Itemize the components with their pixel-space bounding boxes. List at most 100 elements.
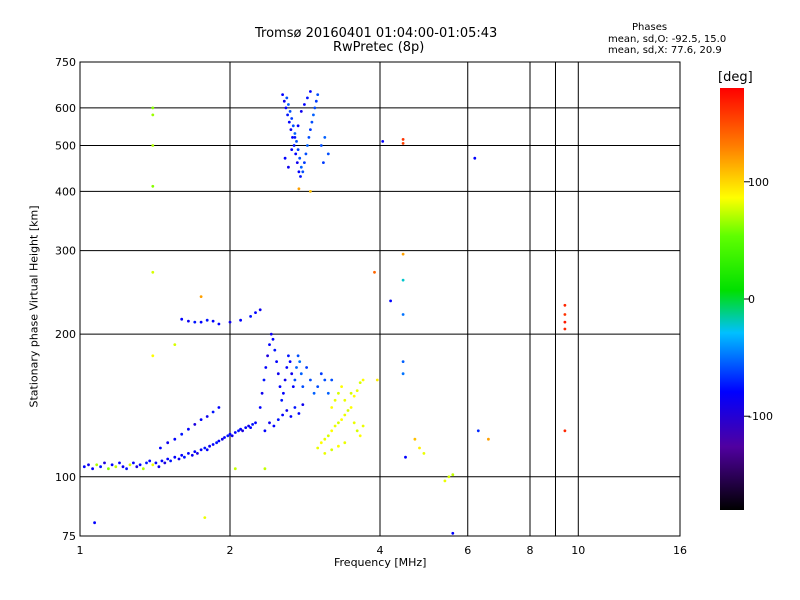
data-point (271, 337, 275, 341)
data-point (286, 113, 289, 117)
data-point (297, 412, 301, 415)
data-point (401, 252, 405, 256)
data-point (220, 437, 224, 441)
data-point (283, 156, 287, 160)
data-point (333, 424, 337, 428)
data-point (330, 448, 334, 452)
data-point (298, 156, 302, 160)
data-point (249, 426, 253, 429)
data-point (95, 463, 99, 467)
data-point (292, 144, 296, 147)
data-point (352, 394, 356, 398)
data-point (203, 446, 207, 450)
data-point (358, 434, 362, 438)
data-point (287, 120, 291, 124)
data-point (401, 142, 405, 145)
data-point (272, 424, 276, 428)
data-point (217, 439, 221, 443)
data-point (237, 429, 240, 433)
data-point (263, 429, 267, 433)
data-point (312, 391, 316, 395)
data-point (193, 450, 197, 453)
data-point (563, 313, 567, 316)
data-point (294, 152, 298, 156)
plot-frame (79, 61, 681, 537)
data-point (563, 327, 567, 331)
data-point (401, 372, 405, 376)
data-point (316, 93, 320, 96)
data-point (258, 406, 262, 409)
data-point (205, 415, 209, 418)
data-point (247, 424, 251, 428)
data-point (290, 117, 294, 120)
data-point (299, 372, 303, 376)
y-tick-label: 500 (55, 139, 76, 152)
data-point (323, 378, 327, 382)
data-point (330, 429, 334, 433)
data-point (180, 432, 184, 436)
data-point (293, 132, 297, 135)
colorbar (720, 88, 744, 510)
data-point (278, 385, 282, 388)
data-point (309, 90, 312, 93)
data-point (128, 463, 132, 467)
data-point (239, 427, 243, 431)
stats-x: mean, sd,X: 77.6, 20.9 (608, 45, 722, 56)
data-point (326, 391, 330, 395)
data-point (422, 452, 426, 455)
data-point (138, 463, 142, 467)
data-point (199, 295, 203, 298)
data-point (193, 320, 197, 324)
data-point (343, 413, 347, 417)
data-point (352, 421, 356, 425)
data-point (401, 360, 405, 363)
data-point (151, 106, 155, 110)
data-point (217, 406, 221, 409)
data-point (187, 452, 190, 455)
x-axis-label: Frequency [MHz] (334, 556, 427, 569)
data-point (349, 406, 353, 409)
x-tick-label: 10 (571, 544, 585, 557)
data-point (114, 465, 118, 469)
data-point (285, 96, 289, 100)
data-point (563, 303, 567, 307)
data-point (295, 161, 299, 165)
data-point (211, 410, 215, 414)
data-point (287, 165, 290, 169)
colorbar-tick-label: 100 (748, 176, 769, 189)
data-point (233, 467, 237, 471)
data-point (285, 366, 289, 369)
data-point (288, 110, 292, 113)
data-point (254, 311, 257, 314)
x-tick-label: 4 (377, 544, 384, 557)
data-point (107, 467, 110, 471)
y-tick-label: 75 (62, 530, 76, 543)
data-point (276, 372, 280, 376)
data-point (297, 170, 301, 174)
data-point (340, 385, 343, 388)
data-point (389, 299, 392, 303)
data-point (169, 459, 173, 463)
data-point (217, 322, 221, 326)
data-point (401, 313, 405, 316)
data-point (296, 124, 300, 128)
y-axis-ticks: 75 100 200 300 400 500 600 750 (55, 56, 76, 543)
x-axis-ticks: 1 2 4 6 8 10 16 (77, 544, 688, 557)
data-point (226, 434, 230, 438)
colorbar-ticks: 100 0 -100 (744, 176, 773, 423)
data-point (337, 391, 340, 395)
data-point (418, 446, 421, 450)
data-point (340, 418, 343, 421)
data-point (343, 441, 347, 445)
data-point (205, 318, 209, 322)
data-point (254, 421, 257, 425)
data-point (173, 455, 177, 459)
data-point (303, 161, 306, 165)
data-point (118, 461, 121, 465)
colorbar-tick-label: 0 (748, 293, 755, 306)
data-point (211, 443, 215, 446)
data-point (451, 473, 455, 477)
data-point (298, 360, 302, 363)
data-point (276, 418, 280, 421)
data-point (268, 421, 271, 425)
